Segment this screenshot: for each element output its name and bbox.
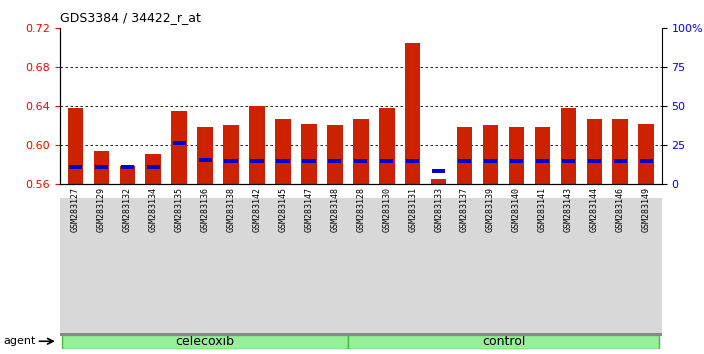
Bar bbox=[353, 119, 369, 184]
Bar bbox=[483, 125, 498, 184]
Bar bbox=[348, 335, 659, 349]
Bar bbox=[534, 127, 551, 184]
Bar bbox=[458, 159, 471, 163]
Bar bbox=[560, 108, 576, 184]
Bar bbox=[225, 159, 238, 163]
Bar bbox=[354, 159, 367, 163]
Bar bbox=[95, 165, 108, 169]
Bar bbox=[275, 119, 291, 184]
Bar bbox=[223, 125, 239, 184]
Bar bbox=[197, 127, 213, 184]
Bar bbox=[301, 124, 317, 184]
Bar bbox=[120, 166, 135, 184]
Bar bbox=[63, 335, 348, 349]
Bar bbox=[405, 43, 420, 184]
Bar bbox=[251, 159, 263, 163]
Text: celecoxib: celecoxib bbox=[175, 336, 234, 348]
Bar bbox=[457, 127, 472, 184]
Text: control: control bbox=[482, 336, 525, 348]
Bar bbox=[328, 159, 341, 163]
Bar bbox=[510, 159, 523, 163]
Bar bbox=[509, 127, 524, 184]
Bar bbox=[146, 165, 160, 169]
Text: agent: agent bbox=[4, 336, 36, 346]
Bar bbox=[171, 111, 187, 184]
Bar bbox=[68, 108, 83, 184]
Bar bbox=[146, 154, 161, 184]
Bar bbox=[484, 159, 497, 163]
Bar bbox=[199, 158, 212, 162]
Bar bbox=[277, 159, 289, 163]
Bar bbox=[614, 159, 627, 163]
Bar bbox=[379, 108, 394, 184]
Bar bbox=[120, 165, 134, 169]
Bar bbox=[69, 165, 82, 169]
Bar bbox=[588, 159, 601, 163]
Bar bbox=[302, 159, 315, 163]
Bar bbox=[639, 159, 653, 163]
Bar bbox=[380, 159, 394, 163]
Bar bbox=[249, 106, 265, 184]
Bar bbox=[586, 119, 602, 184]
Bar bbox=[432, 170, 445, 173]
Bar bbox=[562, 159, 575, 163]
Bar bbox=[327, 125, 343, 184]
Text: GDS3384 / 34422_r_at: GDS3384 / 34422_r_at bbox=[60, 11, 201, 24]
Bar bbox=[639, 124, 654, 184]
Bar bbox=[406, 159, 420, 163]
Bar bbox=[536, 159, 549, 163]
Bar bbox=[94, 151, 109, 184]
Bar bbox=[612, 119, 628, 184]
Bar bbox=[172, 141, 186, 145]
Bar bbox=[431, 179, 446, 184]
